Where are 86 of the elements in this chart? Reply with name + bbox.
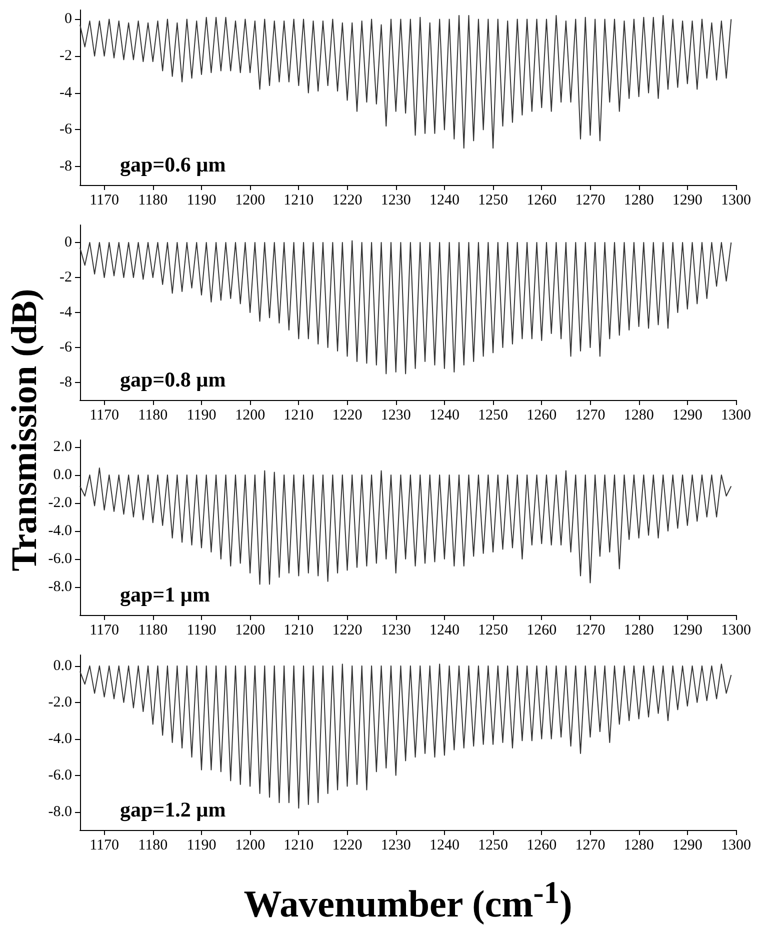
x-tick-label: 1260 — [526, 192, 557, 208]
y-tick-label: -4 — [60, 84, 72, 101]
annotation: gap=0.6 µm — [120, 152, 226, 176]
x-tick-label: 1250 — [478, 622, 508, 638]
x-tick-label: 1250 — [478, 838, 508, 854]
x-tick-label: 1200 — [235, 622, 266, 638]
y-tick-label: -2 — [60, 48, 72, 64]
x-tick-label: 1260 — [526, 622, 557, 638]
x-tick-label: 1300 — [721, 408, 751, 424]
y-tick-label: -8 — [60, 374, 72, 390]
y-tick-label: -4 — [60, 304, 72, 320]
x-tick-label: 1240 — [429, 838, 460, 854]
x-tick-label: 1220 — [332, 838, 362, 854]
line-series — [80, 15, 732, 149]
x-tick-label: 1200 — [235, 192, 266, 208]
x-tick-label: 1180 — [138, 408, 168, 424]
x-tick-label: 1260 — [526, 408, 557, 424]
y-tick-label: -4.0 — [48, 523, 72, 539]
y-tick-label: -6 — [60, 340, 72, 356]
x-tick-label: 1300 — [721, 192, 751, 208]
x-tick-label: 1170 — [90, 838, 120, 854]
x-tick-label: 1280 — [624, 838, 654, 854]
y-tick-label: -4.0 — [48, 730, 72, 747]
y-tick-label: 0.0 — [53, 467, 72, 483]
x-tick-label: 1190 — [186, 192, 216, 208]
x-tick-label: 1170 — [90, 192, 120, 208]
x-tick-label: 1220 — [332, 622, 362, 638]
y-tick-label: -6.0 — [48, 551, 72, 567]
x-tick-label: 1240 — [429, 622, 460, 638]
x-tick-label: 1210 — [284, 408, 314, 424]
line-series — [80, 240, 732, 374]
y-tick-label: -6.0 — [48, 767, 72, 784]
x-tick-label: 1270 — [575, 838, 606, 854]
x-tick-label: 1180 — [138, 192, 168, 208]
x-tick-label: 1290 — [672, 192, 702, 208]
x-tick-label: 1230 — [380, 408, 411, 424]
x-tick-label: 1250 — [478, 408, 508, 424]
x-tick-label: 1270 — [575, 192, 606, 208]
y-tick-label: -2.0 — [48, 694, 72, 710]
x-tick-label: 1290 — [672, 408, 702, 424]
x-tick-label: 1280 — [624, 408, 654, 424]
y-axis-title: Transmission (dB) — [3, 288, 45, 572]
y-tick-label: -8 — [60, 158, 72, 175]
x-tick-label: 1190 — [186, 838, 216, 854]
x-tick-label: 1170 — [90, 622, 120, 638]
y-tick-label: -2.0 — [48, 495, 72, 511]
x-tick-label: 1300 — [721, 838, 751, 854]
x-tick-label: 1170 — [90, 408, 120, 424]
x-tick-label: 1280 — [624, 192, 654, 208]
x-tick-label: 1290 — [672, 838, 702, 854]
x-axis-title: Wavenumber (cm$^{-1}$) — [242, 875, 574, 927]
x-tick-label: 1210 — [284, 622, 314, 638]
x-tick-label: 1270 — [575, 622, 606, 638]
y-tick-label: -2 — [60, 270, 72, 286]
annotation: gap=1.2 µm — [120, 798, 226, 822]
x-tick-label: 1240 — [429, 408, 460, 424]
x-tick-label: 1260 — [526, 838, 557, 854]
x-tick-label: 1300 — [721, 622, 751, 638]
x-tick-label: 1230 — [380, 838, 411, 854]
x-tick-label: 1190 — [186, 408, 216, 424]
x-tick-label: 1240 — [429, 192, 460, 208]
x-tick-label: 1230 — [380, 622, 411, 638]
x-tick-label: 1250 — [478, 192, 508, 208]
x-tick-label: 1270 — [575, 408, 606, 424]
y-tick-label: 0.0 — [53, 658, 72, 674]
y-tick-label: -6 — [60, 122, 72, 138]
x-tick-label: 1180 — [138, 838, 168, 854]
x-tick-label: 1220 — [332, 192, 362, 208]
x-tick-label: 1280 — [624, 622, 654, 638]
x-tick-label: 1220 — [332, 408, 362, 424]
annotation: gap=0.8 µm — [120, 368, 226, 392]
line-series — [80, 468, 732, 585]
y-tick-label: -8.0 — [48, 579, 72, 595]
annotation: gap=1 µm — [120, 582, 210, 606]
y-tick-label: -8.0 — [48, 804, 72, 820]
x-tick-label: 1230 — [380, 192, 411, 208]
x-tick-label: 1180 — [138, 622, 168, 638]
x-tick-label: 1210 — [284, 838, 314, 854]
y-tick-label: 0 — [64, 11, 72, 28]
x-tick-label: 1200 — [235, 838, 266, 854]
x-tick-label: 1200 — [235, 408, 266, 424]
y-tick-label: 0 — [64, 234, 72, 250]
x-tick-label: 1210 — [284, 192, 314, 208]
x-tick-label: 1190 — [186, 622, 216, 638]
x-tick-label: 1290 — [672, 622, 702, 638]
y-tick-label: 2.0 — [53, 439, 72, 455]
